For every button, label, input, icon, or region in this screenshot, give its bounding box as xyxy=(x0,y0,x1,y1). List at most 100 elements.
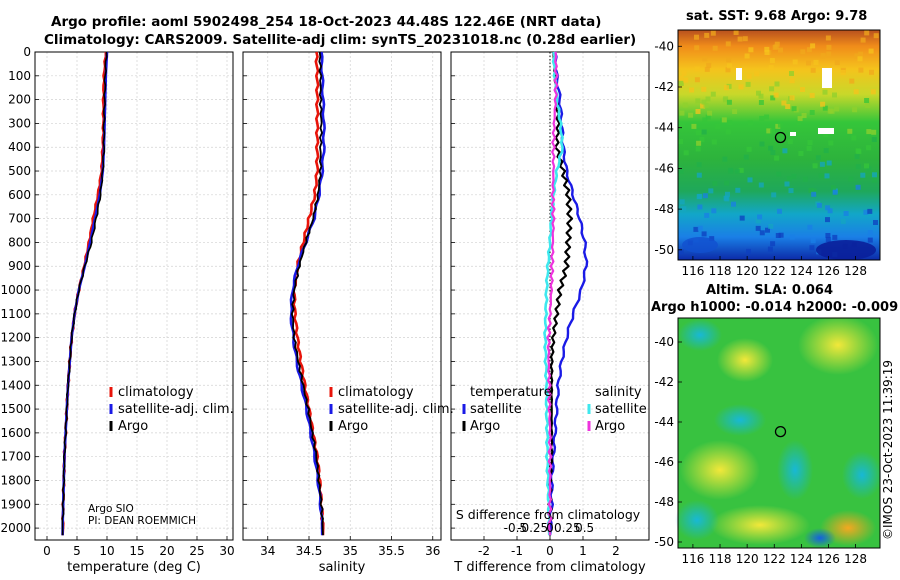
sla-lon-tick-label-122: 122 xyxy=(763,552,786,566)
diff-sal-legend-label-0: satellite xyxy=(595,402,647,417)
sst-map-pixel xyxy=(800,49,806,55)
sst-map-pixel xyxy=(702,193,708,199)
salinity-satellite-line xyxy=(289,51,326,536)
sst-map-field xyxy=(678,30,880,260)
sla-lon-tick-label-118: 118 xyxy=(709,552,732,566)
sst-map-pixel xyxy=(727,120,733,126)
sst-map-pixel xyxy=(788,188,794,194)
diff-salinity-argo-line xyxy=(546,51,559,536)
sst-map-pixel xyxy=(711,139,717,145)
panel1-xtick-label-0: 0 xyxy=(43,544,51,558)
panel3-xtick-label--2: -2 xyxy=(478,544,490,558)
sst-map-pixel xyxy=(800,87,805,92)
sst-map-pixel xyxy=(748,47,754,53)
sst-map-pixel xyxy=(823,148,829,154)
panel3-xtick-label-2: 2 xyxy=(612,544,620,558)
sst-map-pixel xyxy=(830,185,836,191)
sst-map-pixel xyxy=(695,109,701,114)
sla-lon-tick-label-126: 126 xyxy=(817,552,840,566)
sst-map-pixel xyxy=(678,249,684,255)
sst-map-pixel xyxy=(743,154,749,160)
diff-legend-salinity-title: salinity xyxy=(595,385,642,400)
sst-map-pixel xyxy=(782,148,788,154)
sla-map-frame xyxy=(677,317,881,549)
sla-map-anomaly-blob xyxy=(798,315,878,375)
sst-map-pixel xyxy=(759,230,765,236)
sst-map-pixel xyxy=(778,47,783,53)
sst-map-pixel xyxy=(869,69,874,75)
sla-lat-tick-label--42: -42 xyxy=(654,375,674,389)
sst-map-pixel xyxy=(772,44,778,50)
sst-map-pixel xyxy=(771,192,777,198)
sst-map-pixel xyxy=(700,103,706,109)
sst-map-pixel xyxy=(699,137,705,143)
sst-map-pixel xyxy=(813,59,819,65)
sla-lon-tick-label-128: 128 xyxy=(844,552,867,566)
sst-map-pixel xyxy=(823,132,829,138)
sst-map-pixel xyxy=(703,102,709,108)
depth-tick-label-2000: 2000 xyxy=(0,521,31,535)
sla-map-anomaly-blob xyxy=(717,338,773,382)
sst-map-pixel xyxy=(826,51,832,57)
sst-map-pixel xyxy=(766,128,772,134)
diff-s-tick-label-0: -0.5 xyxy=(504,521,527,535)
sla-map-anomaly-blob xyxy=(675,500,719,540)
sst-map-pixel xyxy=(683,150,689,156)
sst-map-pixel xyxy=(811,191,817,197)
sla-lat-tick-label--48: -48 xyxy=(654,495,674,509)
sla-map-anomaly-blob xyxy=(680,440,760,500)
depth-tick-label-1000: 1000 xyxy=(0,283,31,297)
sst-map-pixel xyxy=(806,145,812,151)
depth-tick-label-1600: 1600 xyxy=(0,426,31,440)
sst-map-pixel xyxy=(825,205,831,211)
sst-map-pixel xyxy=(693,226,699,232)
sst-map-pixel xyxy=(791,106,797,112)
sst-map-pixel xyxy=(777,122,783,128)
sst-map-cloud-gap xyxy=(790,132,796,136)
figure-title-line1: Argo profile: aoml 5902498_254 18-Oct-20… xyxy=(51,14,602,30)
sla-lat-tick-label--46: -46 xyxy=(654,455,674,469)
sst-map-pixel xyxy=(726,83,732,89)
sst-map-pixel xyxy=(822,105,828,111)
sst-map-pixel xyxy=(867,230,873,236)
diff-s-tick-label-3: 0.25 xyxy=(554,521,581,535)
sst-map-pixel xyxy=(834,60,840,66)
sst-map-pixel xyxy=(726,57,732,63)
sst-map-pixel xyxy=(682,102,688,108)
sst-map-pixel xyxy=(866,129,872,135)
salinity-legend-label-0: climatology xyxy=(338,385,414,400)
sst-map-pixel xyxy=(746,73,752,79)
sst-map-pixel xyxy=(832,234,838,240)
sla-map-anomaly-blob xyxy=(777,440,813,500)
sst-map-pixel xyxy=(851,135,857,141)
sst-map-pixel xyxy=(770,95,776,101)
sst-map-pixel xyxy=(697,204,703,210)
depth-tick-label-1400: 1400 xyxy=(0,378,31,392)
sla-lon-tick-label-124: 124 xyxy=(790,552,813,566)
sst-map-pixel xyxy=(737,36,743,42)
sst-map-pixel xyxy=(727,63,732,69)
panel2-frame xyxy=(242,51,442,541)
panel2-xtick-label-36: 36 xyxy=(425,544,440,558)
sst-lon-tick-label-116: 116 xyxy=(681,264,704,278)
sst-map-pixel xyxy=(758,182,764,188)
sst-map-pixel xyxy=(866,166,872,172)
sst-map-pixel xyxy=(704,212,710,218)
sst-map-pixel xyxy=(764,114,770,120)
sst-map-pixel xyxy=(764,50,770,55)
sla-map-anomaly-blob xyxy=(678,319,722,351)
sst-map-pixel xyxy=(775,233,781,238)
sst-map-pixel xyxy=(860,172,866,178)
sla-map-anomaly-blob xyxy=(842,451,882,499)
sst-map-pixel xyxy=(868,48,874,54)
sst-map-cool-patch xyxy=(682,237,718,253)
sst-map-pixel xyxy=(681,207,686,213)
sst-map-pixel xyxy=(768,223,774,229)
sst-map-pixel xyxy=(697,193,703,199)
sst-map-pixel xyxy=(725,191,730,197)
sla-map-title-line2: Argo h1000: -0.014 h2000: -0.009 xyxy=(651,300,899,315)
panel1-xtick-label-25: 25 xyxy=(189,544,204,558)
sst-map-pixel xyxy=(781,100,787,106)
sst-map-pixel xyxy=(815,155,821,161)
sst-map-pixel xyxy=(792,59,798,65)
